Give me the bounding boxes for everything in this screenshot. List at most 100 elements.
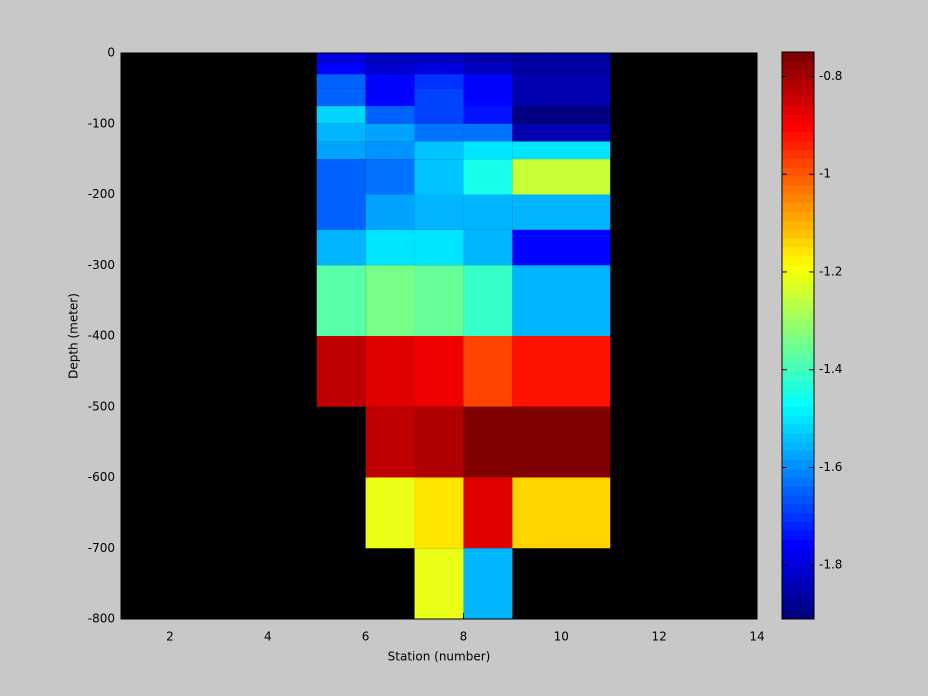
colorbar-swatch	[782, 69, 814, 80]
colorbar-swatch	[782, 87, 814, 97]
heatmap-cell	[512, 63, 611, 75]
heatmap-cell	[316, 229, 366, 266]
y-tick-label: -800	[88, 612, 115, 626]
colorbar-swatch	[782, 353, 814, 363]
heatmap-cell	[365, 141, 415, 160]
heatmap-cell	[316, 159, 366, 195]
colorbar-swatch	[782, 521, 814, 531]
heatmap-cell	[365, 336, 415, 407]
colorbar-tick-label: -1.2	[819, 264, 842, 278]
heatmap-cell	[512, 106, 611, 124]
heatmap-cell	[463, 194, 513, 230]
colorbar-swatch	[782, 264, 814, 274]
heatmap-cell	[365, 406, 415, 478]
colorbar-swatch	[782, 379, 814, 390]
heatmap-cell	[365, 123, 415, 142]
colorbar-swatch	[782, 592, 814, 602]
colorbar-swatch	[782, 450, 814, 461]
heatmap-cell	[414, 229, 464, 266]
colorbar-swatch	[782, 415, 814, 425]
heatmap-cell	[316, 106, 366, 124]
colorbar-swatch	[782, 131, 814, 142]
heatmap-cell	[414, 74, 464, 89]
colorbar-swatch	[782, 326, 814, 336]
colorbar-swatch	[782, 167, 814, 177]
colorbar-tick-label: -1.6	[819, 460, 842, 474]
colorbar-swatch	[782, 114, 814, 124]
heatmap-cell	[463, 53, 513, 64]
colorbar-swatch	[782, 406, 814, 416]
colorbar-swatch	[782, 282, 814, 292]
heatmap-cell	[463, 229, 513, 266]
y-tick-label: -200	[88, 187, 115, 201]
heatmap-cell	[463, 74, 513, 89]
x-tick-label: 8	[460, 630, 468, 644]
colorbar-tick-label: -1	[819, 167, 831, 181]
heatmap-cell	[316, 88, 366, 107]
heatmap-cell	[512, 159, 611, 195]
heatmap-cell	[365, 229, 415, 266]
colorbar-swatch	[782, 78, 814, 88]
colorbar-frame	[781, 51, 815, 620]
heatmap-cell	[365, 194, 415, 230]
y-tick-label: -600	[88, 470, 115, 484]
colorbar-swatch	[782, 158, 814, 168]
colorbar-swatch	[782, 193, 814, 204]
colorbar-swatch	[782, 273, 814, 283]
heatmap-cell	[414, 106, 464, 124]
colorbar-swatch	[782, 60, 814, 71]
x-tick-label: 12	[652, 630, 667, 644]
colorbar-swatch	[782, 140, 814, 150]
heatmap-cell	[414, 141, 464, 160]
colorbar-swatch	[782, 105, 814, 115]
heatmap-cell	[463, 123, 513, 142]
colorbar-swatch	[782, 512, 814, 523]
heatmap-cell	[316, 74, 366, 89]
colorbar-tick-label: -1.4	[819, 362, 842, 376]
heatmap-cell	[365, 106, 415, 124]
heatmap-cell	[463, 63, 513, 75]
colorbar-swatch	[782, 424, 814, 434]
y-tick-label: 0	[107, 46, 115, 60]
colorbar-swatch	[782, 530, 814, 540]
heatmap-cell	[512, 141, 611, 160]
heatmap-cell	[463, 477, 513, 549]
heatmap-cell	[316, 141, 366, 160]
x-axis-label: Station (number)	[388, 650, 491, 664]
heatmap-cell	[414, 53, 464, 64]
colorbar-swatch	[782, 503, 814, 514]
colorbar-swatch	[782, 601, 814, 611]
colorbar-swatch	[782, 122, 814, 133]
heatmap-cell	[512, 229, 611, 266]
heatmap-cell	[316, 53, 366, 64]
heatmap-cell	[512, 406, 611, 478]
heatmap-cell	[414, 548, 464, 619]
colorbar-swatch	[782, 96, 814, 106]
colorbar-swatch	[782, 583, 814, 593]
heatmap-cell	[365, 88, 415, 107]
colorbar-swatch	[782, 574, 814, 585]
heatmap-cell	[463, 141, 513, 160]
heatmap-cell	[316, 265, 366, 336]
y-tick-label: -400	[88, 329, 115, 343]
heatmap-cell	[463, 548, 513, 619]
heatmap-cell	[365, 74, 415, 89]
heatmap-cell	[316, 336, 366, 407]
colorbar-swatch	[782, 459, 814, 469]
heatmap-cell	[414, 63, 464, 75]
colorbar-swatch	[782, 255, 814, 266]
heatmap-cell	[414, 194, 464, 230]
heatmap-cell	[463, 406, 513, 478]
colorbar-swatch	[782, 229, 814, 239]
y-tick-label: -300	[88, 258, 115, 272]
colorbar-swatch	[782, 486, 814, 496]
heatmap-cell	[414, 477, 464, 549]
heatmap-cell	[365, 159, 415, 195]
colorbar-swatch	[782, 344, 814, 354]
heatmap-cell	[512, 194, 611, 230]
heatmap-cell	[414, 406, 464, 478]
colorbar-swatch	[782, 388, 814, 399]
colorbar-swatch	[782, 300, 814, 310]
heatmap-cell	[316, 194, 366, 230]
